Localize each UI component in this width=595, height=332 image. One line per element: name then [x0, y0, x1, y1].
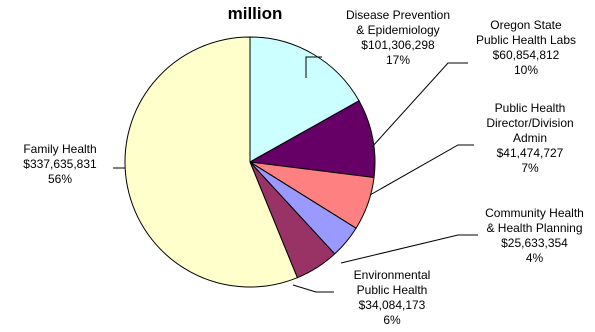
label-disease-prevention: Disease Prevention & Epidemiology $101,3… — [345, 8, 451, 67]
label-community-health: Community Health & Health Planning $25,6… — [485, 206, 584, 265]
label-family-health: Family Health $337,635,831 56% — [23, 142, 97, 186]
pie-slice-oregon-labs — [248, 100, 376, 179]
leader-line-director-admin — [369, 144, 474, 196]
label-oregon-labs: Oregon State Public Health Labs $60,854,… — [475, 18, 577, 77]
leader-line-oregon-labs — [371, 62, 468, 148]
pie-slice-family-health — [124, 36, 298, 288]
leader-line-community-health — [340, 234, 478, 264]
label-environmental: Environmental Public Health $34,084,173 … — [353, 268, 431, 327]
leader-line-environmental — [292, 284, 334, 293]
leader-line-disease-prevention — [305, 56, 322, 78]
pie-slice-disease-prevention — [249, 36, 360, 163]
chart-title: million — [227, 4, 283, 23]
label-director-admin: Public Health Director/Division Admin $4… — [486, 101, 574, 175]
